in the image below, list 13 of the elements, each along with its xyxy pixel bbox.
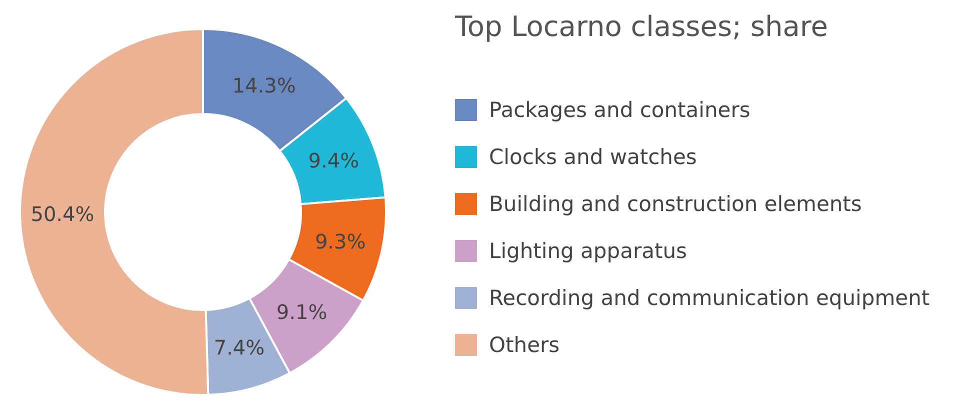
data-label: 9.4% bbox=[308, 148, 360, 172]
legend-label: Others bbox=[489, 332, 560, 356]
legend-label: Building and construction elements bbox=[489, 192, 862, 216]
legend-label: Recording and communication equipment bbox=[489, 286, 930, 310]
legend-label: Packages and containers bbox=[489, 98, 750, 122]
data-label: 9.3% bbox=[314, 230, 366, 254]
data-label: 7.4% bbox=[214, 336, 265, 360]
legend-label: Lighting apparatus bbox=[489, 238, 687, 262]
data-label: 14.3% bbox=[232, 73, 296, 98]
legend-label: Clocks and watches bbox=[489, 144, 697, 168]
data-label: 50.4% bbox=[30, 202, 94, 226]
chart-title: Top Locarno classes; share bbox=[455, 10, 828, 43]
data-label: 9.1% bbox=[276, 300, 328, 324]
